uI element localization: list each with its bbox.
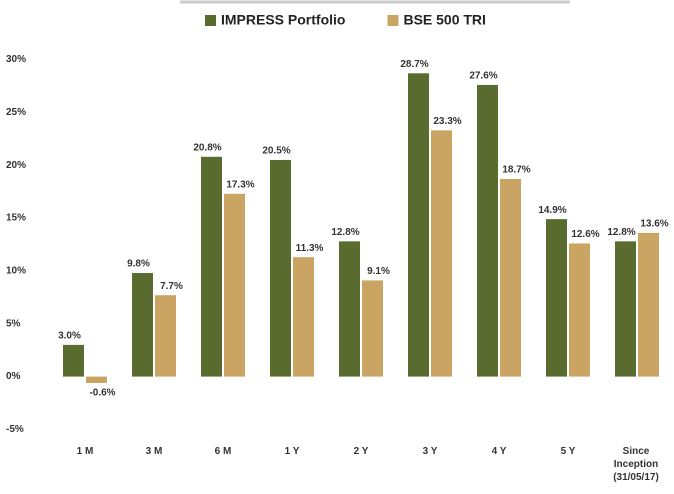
data-label: 18.7% — [502, 165, 530, 176]
legend-swatch — [205, 15, 216, 26]
x-tick-label: 3 M — [145, 446, 163, 457]
bar — [224, 193, 245, 377]
bar — [155, 295, 176, 377]
y-tick-label: 25% — [6, 107, 26, 118]
bar — [569, 243, 590, 377]
data-label: 17.3% — [226, 179, 254, 190]
data-label: 27.6% — [469, 71, 497, 82]
data-label: 20.5% — [262, 146, 290, 157]
y-tick-label: 30% — [6, 54, 26, 65]
y-tick-label: 15% — [6, 213, 26, 224]
data-label: 14.9% — [538, 205, 566, 216]
data-label: 12.6% — [571, 229, 599, 240]
bar — [63, 344, 84, 377]
bar — [339, 241, 360, 377]
x-tick-label: 6 M — [214, 446, 232, 457]
x-tick-label: 4 Y — [491, 446, 507, 457]
bar — [293, 257, 314, 377]
x-tick-label: 5 Y — [560, 446, 576, 457]
y-tick-label: 10% — [6, 266, 26, 277]
data-label: 12.8% — [607, 227, 635, 238]
x-tick-label: 3 Y — [422, 446, 438, 457]
bar — [408, 73, 429, 377]
bar — [477, 84, 498, 377]
bar — [638, 232, 659, 377]
data-label: 9.8% — [127, 259, 150, 270]
x-tick-label: 1 Y — [284, 446, 300, 457]
legend-swatch — [387, 15, 399, 26]
y-tick-label: 0% — [6, 371, 21, 382]
data-label: -0.6% — [89, 388, 115, 399]
data-label: 9.1% — [367, 266, 390, 277]
bar — [546, 219, 567, 377]
y-tick-label: 5% — [6, 318, 21, 329]
data-label: 12.8% — [331, 227, 359, 238]
data-label: 7.7% — [160, 281, 183, 292]
data-label: 3.0% — [58, 331, 81, 342]
data-label: 28.7% — [400, 59, 428, 70]
data-label: 13.6% — [640, 219, 668, 230]
bar — [86, 376, 107, 383]
bar — [362, 280, 383, 377]
y-tick-label: -5% — [6, 424, 24, 435]
legend-text: BSE 500 TRI — [403, 12, 485, 28]
bar — [270, 159, 291, 377]
data-label: 23.3% — [433, 116, 461, 127]
x-tick-label: 1 M — [76, 446, 94, 457]
data-label: 20.8% — [193, 142, 221, 153]
bar — [132, 273, 153, 377]
bar — [500, 178, 521, 377]
bar — [201, 156, 222, 377]
x-tick-label: 2 Y — [353, 446, 369, 457]
data-label: 11.3% — [296, 243, 324, 254]
legend-text: IMPRESS Portfolio — [221, 12, 345, 28]
x-tick-label: Since Inception (31/05/17) — [613, 446, 659, 483]
bar — [615, 241, 636, 377]
y-tick-label: 20% — [6, 160, 26, 171]
bar — [431, 130, 452, 377]
